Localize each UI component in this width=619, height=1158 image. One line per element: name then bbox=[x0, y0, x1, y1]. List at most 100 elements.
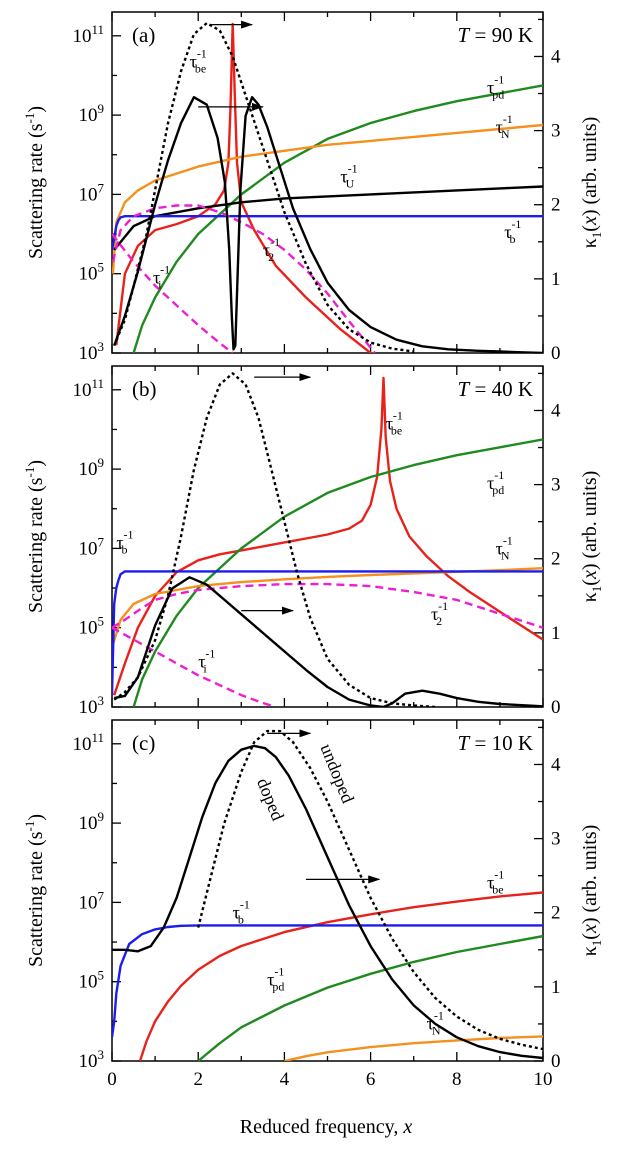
y-tick-exp: 9 bbox=[98, 809, 105, 824]
y-tick-label: 105 bbox=[79, 614, 105, 639]
label-tau_pd_label: τ-1 pd bbox=[487, 72, 504, 101]
y2-axis-title: κ1(x) (arb. units) bbox=[579, 117, 604, 249]
panel-label: (c) bbox=[132, 731, 155, 755]
label-base: τ bbox=[431, 604, 438, 624]
series-tau_b bbox=[112, 215, 543, 251]
label-base: τ bbox=[198, 651, 205, 671]
label-base: τ bbox=[487, 473, 494, 493]
temperature-value: = 40 K bbox=[469, 377, 533, 401]
series-group bbox=[112, 372, 543, 707]
y2-axis-title-sub: 1 bbox=[589, 232, 604, 239]
label-sub: pd bbox=[492, 87, 504, 101]
label-base: τ bbox=[190, 52, 197, 72]
label-base: τ bbox=[487, 873, 494, 893]
series-tau_b bbox=[112, 570, 543, 696]
y-tick-exp: 11 bbox=[91, 376, 104, 391]
label-tau_2_label: τ-1 2 bbox=[431, 599, 448, 628]
label-base: τ bbox=[386, 413, 393, 433]
label-base: τ bbox=[504, 222, 511, 242]
series-tau_be bbox=[138, 891, 543, 1061]
y-tick-label: 105 bbox=[79, 260, 105, 285]
y2-tick-label: 0 bbox=[551, 343, 561, 364]
label-base: τ bbox=[153, 268, 160, 288]
series-tau_pd bbox=[132, 84, 543, 353]
temperature-value: = 10 K bbox=[469, 731, 533, 755]
y-axis-title-end: ) bbox=[25, 106, 47, 113]
y-tick-exp: 9 bbox=[98, 455, 105, 470]
label-sub: pd bbox=[492, 483, 504, 497]
y-tick-exp: 3 bbox=[98, 339, 105, 354]
series-tau_b bbox=[112, 924, 543, 1038]
y2-axis-title-end: ) (arb. units) bbox=[579, 117, 601, 216]
y-tick-exp: 5 bbox=[98, 968, 105, 983]
label-sub: N bbox=[501, 548, 510, 562]
series-group bbox=[112, 729, 543, 1061]
y2-axis-title-kappa: κ bbox=[579, 592, 601, 602]
label-base: τ bbox=[267, 970, 274, 990]
series-tau_2 bbox=[112, 204, 376, 353]
y-tick-exp: 3 bbox=[98, 693, 105, 708]
y-tick-base: 10 bbox=[72, 734, 91, 755]
y2-axis-title-var: x bbox=[579, 924, 601, 934]
x-tick-label: 2 bbox=[193, 1069, 203, 1090]
label-sub: i bbox=[158, 278, 162, 292]
y2-tick-label: 3 bbox=[551, 475, 561, 496]
y-tick-base: 10 bbox=[79, 972, 98, 993]
label-tau_be_label: τ-1 be bbox=[386, 408, 403, 437]
y2-tick-label: 4 bbox=[551, 754, 561, 775]
series-kappa_undoped bbox=[197, 729, 543, 1051]
x-tick-label: 8 bbox=[452, 1069, 462, 1090]
x-tick-label: 6 bbox=[366, 1069, 376, 1090]
label-tau_b_label: τ-1 b bbox=[116, 527, 133, 556]
y-tick-base: 10 bbox=[79, 264, 98, 285]
label-sub: be bbox=[492, 883, 503, 897]
temperature-label: T = 90 K bbox=[458, 23, 533, 47]
y-tick-base: 10 bbox=[79, 343, 98, 364]
y2-tick-label: 1 bbox=[551, 977, 561, 998]
label-sub: N bbox=[432, 1023, 441, 1037]
y2-tick-label: 2 bbox=[551, 195, 561, 216]
label-sup: -1 bbox=[503, 533, 513, 547]
label-sup: -1 bbox=[270, 235, 280, 249]
label-base: τ bbox=[263, 240, 270, 260]
y-tick-base: 10 bbox=[79, 459, 98, 480]
series-tau_be bbox=[113, 376, 543, 696]
y-tick-label: 1011 bbox=[72, 376, 104, 401]
temperature-var: T bbox=[458, 377, 471, 401]
temperature-label: T = 40 K bbox=[458, 377, 533, 401]
plot-frame bbox=[111, 11, 544, 354]
y-tick-base: 10 bbox=[79, 1051, 98, 1072]
y-axis-title-end: ) bbox=[25, 460, 47, 467]
y2-axis-title-var: x bbox=[579, 570, 601, 580]
y-tick-exp: 7 bbox=[98, 534, 105, 549]
label-tau_N_label: τ-1 N bbox=[427, 1008, 444, 1037]
y-axis-title-sup: -1 bbox=[22, 467, 37, 478]
label-sup: -1 bbox=[438, 599, 448, 613]
y-tick-label: 107 bbox=[79, 888, 105, 913]
label-sup: -1 bbox=[240, 897, 250, 911]
label-sup: -1 bbox=[503, 112, 513, 126]
y2-tick-label: 1 bbox=[551, 269, 561, 290]
y-tick-base: 10 bbox=[79, 697, 98, 718]
y2-axis-title-end: ) (arb. units) bbox=[579, 471, 601, 570]
label-sub: b bbox=[238, 912, 244, 926]
y-tick-label: 107 bbox=[79, 180, 105, 205]
y-axis-title-text: Scattering rate (s bbox=[25, 477, 47, 613]
y2-axis-title-var: x bbox=[579, 216, 601, 226]
label-base: τ bbox=[116, 532, 123, 552]
y-tick-exp: 3 bbox=[98, 1047, 105, 1062]
label-sup: -1 bbox=[494, 868, 504, 882]
series-tau_2 bbox=[112, 582, 543, 629]
label-sup: -1 bbox=[348, 162, 358, 176]
y2-axis-title-kappa: κ bbox=[579, 238, 601, 248]
label-sup: -1 bbox=[205, 646, 215, 660]
y2-axis-title-kappa: κ bbox=[579, 946, 601, 956]
label-base: τ bbox=[496, 538, 503, 558]
label-sup: -1 bbox=[160, 263, 170, 277]
x-tick-label: 10 bbox=[534, 1069, 553, 1090]
y2-tick-label: 2 bbox=[551, 549, 561, 570]
x-axis-title-text: Reduced frequency, bbox=[240, 1116, 404, 1138]
y-axis-title-text: Scattering rate (s bbox=[25, 123, 47, 259]
